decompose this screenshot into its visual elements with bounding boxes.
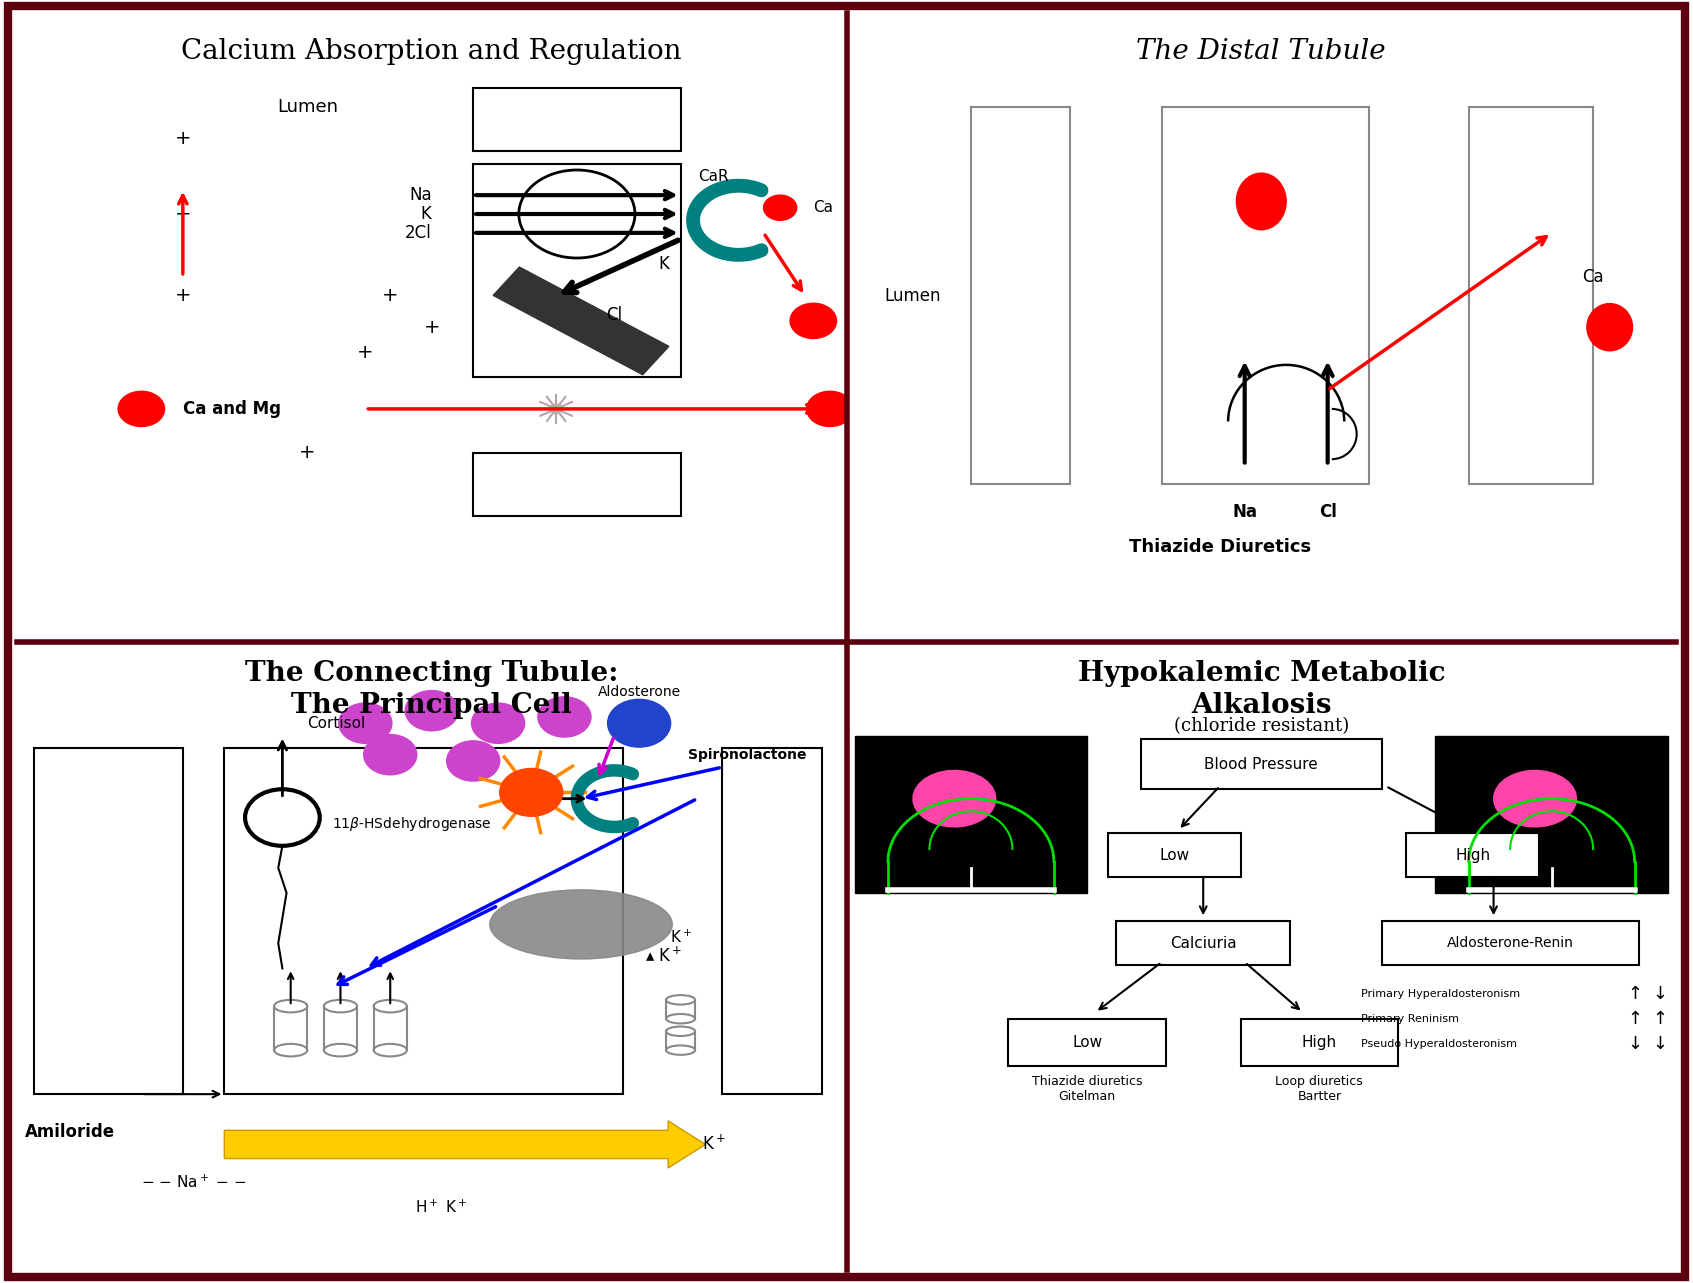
Text: Aldosterone: Aldosterone (598, 685, 681, 699)
Text: ↓: ↓ (1652, 984, 1668, 1002)
Text: ↓: ↓ (1627, 1035, 1642, 1053)
FancyBboxPatch shape (1407, 833, 1539, 878)
Text: H$^+$ K$^+$: H$^+$ K$^+$ (415, 1198, 467, 1216)
Circle shape (119, 391, 164, 426)
Text: +: + (174, 204, 191, 223)
Polygon shape (913, 770, 995, 828)
Text: Thiazide Diuretics: Thiazide Diuretics (1129, 538, 1310, 557)
Text: +: + (423, 318, 440, 336)
Circle shape (447, 740, 499, 781)
Text: +: + (300, 444, 315, 462)
Text: ↑: ↑ (1652, 1010, 1668, 1028)
Text: High: High (1302, 1035, 1337, 1049)
Text: ↑: ↑ (1627, 1010, 1642, 1028)
Circle shape (791, 303, 836, 339)
Bar (474, 89, 681, 151)
Bar (474, 164, 681, 377)
Circle shape (499, 769, 562, 816)
Text: +: + (174, 286, 191, 305)
Text: Ca: Ca (813, 200, 833, 216)
FancyBboxPatch shape (1241, 1019, 1398, 1066)
FancyBboxPatch shape (1381, 921, 1639, 965)
Text: Blood Pressure: Blood Pressure (1204, 757, 1319, 771)
Text: Na: Na (1233, 503, 1258, 521)
Text: Cl: Cl (1319, 503, 1336, 521)
Bar (34, 748, 183, 1094)
Text: (chloride resistant): (chloride resistant) (1173, 717, 1349, 735)
Bar (223, 748, 623, 1094)
FancyArrow shape (225, 1121, 706, 1168)
FancyBboxPatch shape (1116, 921, 1290, 965)
Text: Thiazide diuretics
Gitelman: Thiazide diuretics Gitelman (1031, 1075, 1143, 1103)
Text: Calciuria: Calciuria (1170, 935, 1236, 951)
Circle shape (550, 404, 562, 414)
Text: Primary Hyperaldosteronism: Primary Hyperaldosteronism (1361, 989, 1520, 998)
Text: $\blacktriangle$ K$^+$: $\blacktriangle$ K$^+$ (645, 946, 682, 966)
Text: Amiloride: Amiloride (25, 1123, 115, 1141)
Circle shape (608, 699, 670, 747)
Text: Na: Na (410, 186, 432, 204)
Text: K: K (659, 255, 669, 273)
Ellipse shape (489, 890, 672, 958)
Text: +: + (174, 130, 191, 148)
Text: The Connecting Tubule:
The Principal Cell: The Connecting Tubule: The Principal Cel… (245, 661, 618, 718)
Text: Hypokalemic Metabolic
Alkalosis: Hypokalemic Metabolic Alkalosis (1077, 661, 1446, 718)
Text: Lumen: Lumen (276, 98, 339, 117)
Text: Loop diuretics
Bartter: Loop diuretics Bartter (1275, 1075, 1363, 1103)
Text: CaR: CaR (699, 169, 730, 183)
Text: Ca: Ca (1583, 268, 1603, 286)
Text: Low: Low (1072, 1035, 1102, 1049)
FancyBboxPatch shape (1107, 833, 1241, 878)
Text: Lumen: Lumen (885, 286, 941, 305)
Circle shape (538, 697, 591, 736)
Text: Ca and Mg: Ca and Mg (183, 400, 281, 418)
Text: K$^+$: K$^+$ (703, 1134, 726, 1155)
Text: K: K (422, 205, 432, 223)
Text: +: + (357, 343, 374, 362)
Circle shape (364, 735, 416, 775)
Text: ↑: ↑ (1627, 984, 1642, 1002)
FancyBboxPatch shape (1141, 739, 1381, 789)
Ellipse shape (1586, 304, 1632, 350)
Circle shape (339, 703, 391, 743)
Bar (474, 453, 681, 516)
Text: Primary Reninism: Primary Reninism (1361, 1014, 1459, 1024)
Circle shape (472, 703, 525, 743)
Text: +: + (383, 286, 398, 305)
Circle shape (806, 391, 853, 426)
Bar (972, 108, 1070, 484)
Bar (493, 267, 669, 375)
FancyBboxPatch shape (1009, 1019, 1166, 1066)
Bar (1436, 736, 1668, 893)
Bar (855, 736, 1087, 893)
Ellipse shape (1236, 173, 1287, 230)
Circle shape (764, 195, 797, 221)
Text: 2Cl: 2Cl (405, 223, 432, 242)
Text: ↓: ↓ (1652, 1035, 1668, 1053)
Text: The Distal Tubule: The Distal Tubule (1136, 38, 1387, 65)
Text: Cortisol: Cortisol (308, 716, 366, 731)
Text: Low: Low (1160, 848, 1188, 862)
Text: Pseudo Hyperaldosteronism: Pseudo Hyperaldosteronism (1361, 1039, 1517, 1048)
Bar (723, 748, 821, 1094)
Circle shape (405, 690, 459, 731)
Polygon shape (1493, 770, 1576, 828)
Bar (1161, 108, 1370, 484)
Text: $-$ $-$ Na$^+$ $-$ $-$: $-$ $-$ Na$^+$ $-$ $-$ (142, 1174, 247, 1191)
Bar (1470, 108, 1593, 484)
Text: Aldosterone-Renin: Aldosterone-Renin (1448, 937, 1573, 951)
Text: Spironolactone: Spironolactone (687, 748, 806, 762)
Text: Cl: Cl (606, 305, 623, 323)
Text: Calcium Absorption and Regulation: Calcium Absorption and Regulation (181, 38, 682, 65)
Text: K$^+$: K$^+$ (670, 929, 691, 946)
Text: 11$\beta$-HSdehydrogenase: 11$\beta$-HSdehydrogenase (332, 815, 493, 833)
Text: High: High (1456, 848, 1490, 862)
